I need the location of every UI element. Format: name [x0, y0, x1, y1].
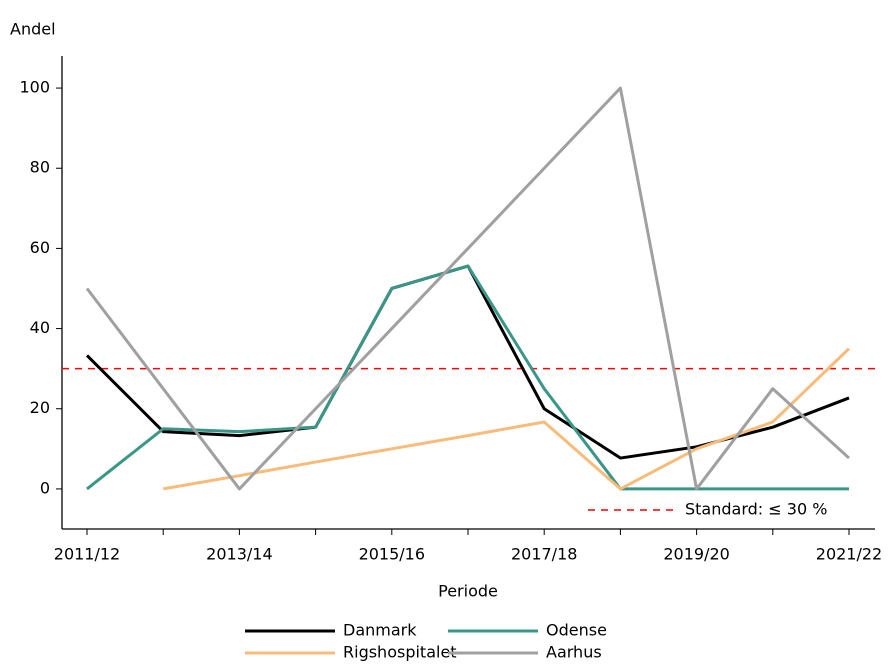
- legend-label: Aarhus: [546, 643, 602, 662]
- y-tick-label: 100: [19, 78, 50, 97]
- series-line: [162, 347, 851, 491]
- series-line: [86, 264, 849, 491]
- x-tick-label: 2019/20: [663, 545, 729, 564]
- legend-label: Rigshospitalet: [343, 643, 457, 662]
- x-tick-label: 2011/12: [54, 545, 120, 564]
- y-tick-label: 80: [30, 158, 50, 177]
- reference-label: Standard: ≤ 30 %: [685, 500, 827, 519]
- y-tick-label: 20: [30, 398, 50, 417]
- y-tick-label: 40: [30, 318, 50, 337]
- legend-label: Danmark: [343, 621, 417, 640]
- x-axis-label: Periode: [438, 582, 498, 601]
- x-tick-label: 2017/18: [511, 545, 577, 564]
- legend-label: Odense: [546, 621, 607, 640]
- x-tick-label: 2015/16: [359, 545, 425, 564]
- x-tick-label: 2013/14: [206, 545, 272, 564]
- series-line: [85, 86, 851, 491]
- x-tick-label: 2021/22: [816, 545, 882, 564]
- y-tick-label: 0: [40, 478, 50, 497]
- y-tick-label: 60: [30, 238, 50, 257]
- y-axis-label: Andel: [10, 20, 56, 39]
